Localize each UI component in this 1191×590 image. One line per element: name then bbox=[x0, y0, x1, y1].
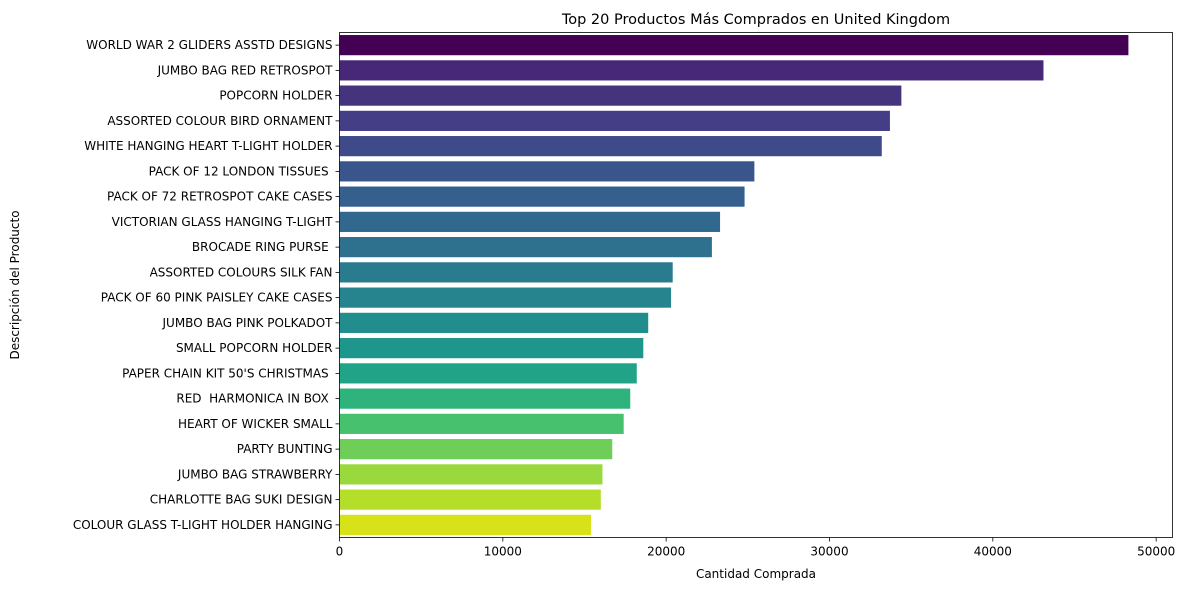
category-label: HEART OF WICKER SMALL bbox=[178, 417, 333, 431]
category-label: ASSORTED COLOUR BIRD ORNAMENT bbox=[107, 114, 333, 128]
x-tick-label: 30000 bbox=[810, 545, 848, 559]
bar bbox=[339, 262, 673, 283]
bar bbox=[339, 312, 649, 333]
bar bbox=[339, 489, 601, 510]
bar bbox=[339, 136, 882, 157]
x-axis-label: Cantidad Comprada bbox=[696, 567, 816, 581]
bar bbox=[339, 85, 902, 106]
category-label: PACK OF 60 PINK PAISLEY CAKE CASES bbox=[101, 291, 333, 305]
bar bbox=[339, 514, 592, 535]
bar bbox=[339, 186, 745, 207]
bar bbox=[339, 161, 755, 182]
category-label: PACK OF 12 LONDON TISSUES bbox=[149, 164, 333, 178]
bar bbox=[339, 110, 890, 131]
category-label: BROCADE RING PURSE bbox=[192, 240, 333, 254]
x-axis-ticks: 0 10000 20000 30000 40000 50000 bbox=[336, 537, 1175, 559]
category-label: JUMBO BAG RED RETROSPOT bbox=[157, 63, 334, 77]
category-label: POPCORN HOLDER bbox=[219, 89, 332, 103]
bar bbox=[339, 211, 721, 232]
category-labels: WORLD WAR 2 GLIDERS ASSTD DESIGNS JUMBO B… bbox=[73, 38, 340, 532]
bar bbox=[339, 413, 624, 434]
category-label: ASSORTED COLOURS SILK FAN bbox=[150, 265, 333, 279]
category-label: PAPER CHAIN KIT 50'S CHRISTMAS bbox=[122, 366, 332, 380]
category-label: WORLD WAR 2 GLIDERS ASSTD DESIGNS bbox=[86, 38, 332, 52]
category-label: SMALL POPCORN HOLDER bbox=[176, 341, 333, 355]
bar bbox=[339, 60, 1044, 81]
bar bbox=[339, 287, 672, 308]
category-label: JUMBO BAG PINK POLKADOT bbox=[162, 316, 334, 330]
category-label: WHITE HANGING HEART T-LIGHT HOLDER bbox=[84, 139, 332, 153]
bar bbox=[339, 388, 631, 409]
bars-group bbox=[339, 35, 1129, 535]
plot-frame bbox=[339, 32, 1173, 538]
category-label: JUMBO BAG STRAWBERRY bbox=[177, 467, 333, 481]
category-label: RED HARMONICA IN BOX bbox=[176, 392, 332, 406]
x-tick-label: 0 bbox=[336, 545, 344, 559]
category-label: PACK OF 72 RETROSPOT CAKE CASES bbox=[107, 190, 333, 204]
x-tick-label: 20000 bbox=[647, 545, 685, 559]
category-label: CHARLOTTE BAG SUKI DESIGN bbox=[150, 493, 333, 507]
bar bbox=[339, 35, 1129, 56]
category-label: VICTORIAN GLASS HANGING T-LIGHT bbox=[112, 215, 334, 229]
y-axis-label: Descripción del Producto bbox=[8, 210, 22, 359]
bar bbox=[339, 363, 637, 384]
bar bbox=[339, 464, 603, 485]
x-tick-label: 50000 bbox=[1137, 545, 1175, 559]
chart-title: Top 20 Productos Más Comprados en United… bbox=[561, 12, 950, 28]
bar bbox=[339, 338, 644, 359]
category-label: PARTY BUNTING bbox=[237, 442, 333, 456]
bar bbox=[339, 439, 613, 460]
bar bbox=[339, 237, 712, 258]
category-label: COLOUR GLASS T-LIGHT HOLDER HANGING bbox=[73, 518, 333, 532]
x-tick-label: 40000 bbox=[974, 545, 1012, 559]
x-tick-label: 10000 bbox=[484, 545, 522, 559]
